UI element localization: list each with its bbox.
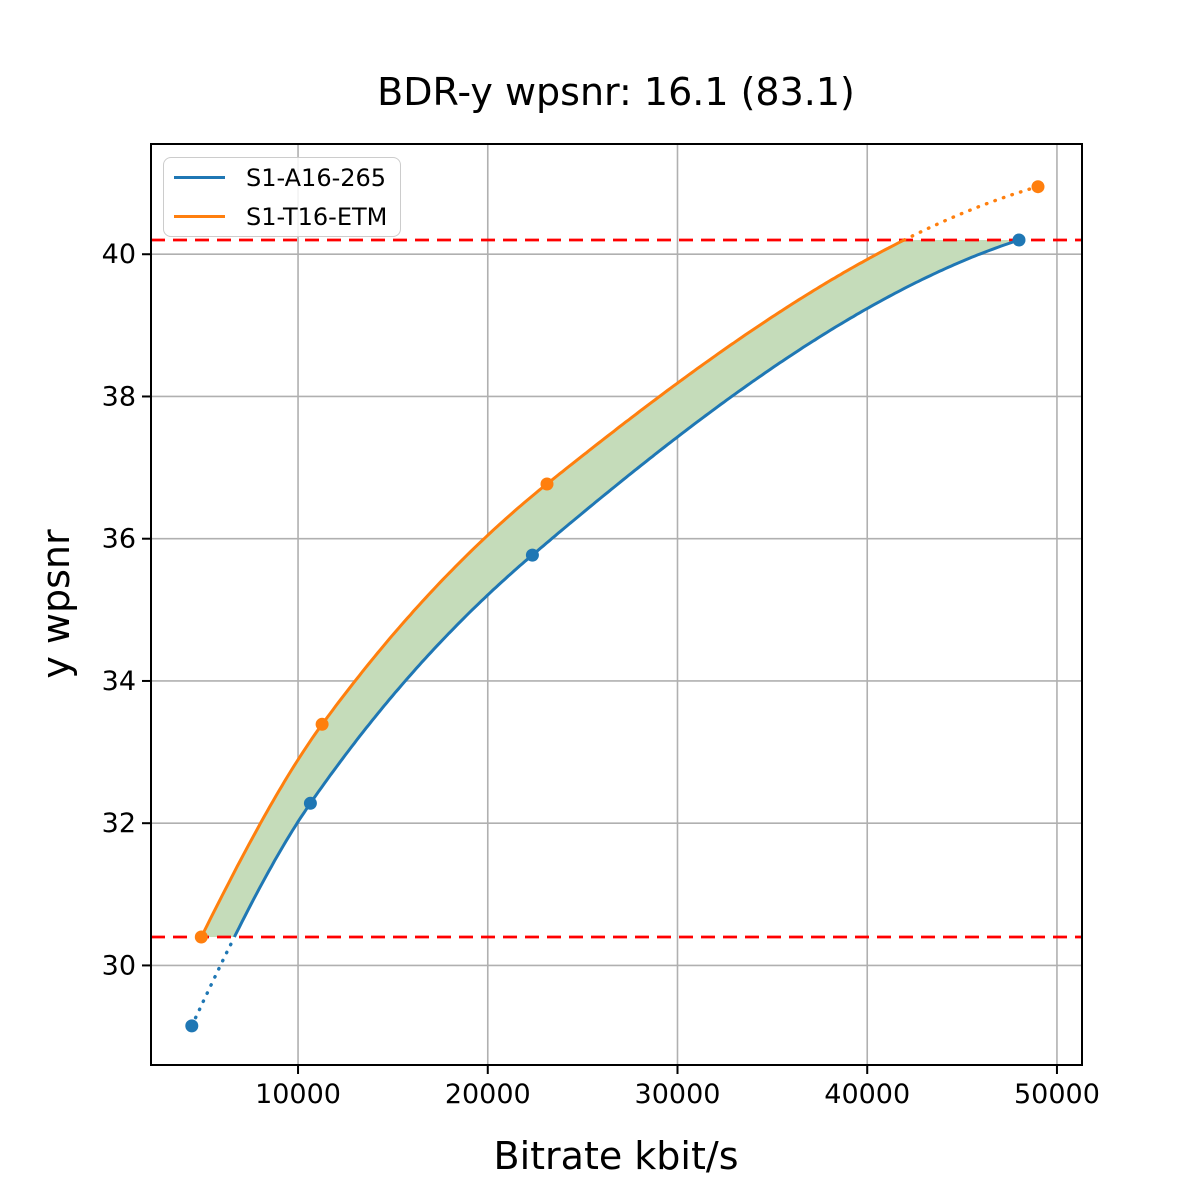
y-tick-label: 30 (102, 950, 136, 981)
legend-item: S1-A16-265 (174, 164, 400, 192)
series-curve-extrapolated (902, 185, 1040, 242)
legend-label: S1-T16-ETM (246, 202, 388, 231)
x-tick-label: 50000 (1014, 1079, 1100, 1110)
x-tick-label: 20000 (445, 1079, 531, 1110)
legend-line-swatch (174, 175, 225, 180)
y-tick-label: 40 (102, 239, 136, 270)
data-point-marker (194, 930, 208, 944)
data-point-marker (303, 796, 317, 810)
data-point-marker (185, 1019, 199, 1033)
data-point-marker (1031, 180, 1045, 194)
y-axis-label: y wpsnr (34, 529, 78, 679)
legend-line-swatch (174, 214, 225, 219)
data-point-marker (315, 717, 329, 731)
chart-title: BDR-y wpsnr: 16.1 (83.1) (377, 70, 855, 114)
y-tick-label: 38 (102, 381, 136, 412)
y-tick-label: 34 (102, 666, 136, 697)
legend-item: S1-T16-ETM (174, 203, 400, 231)
x-tick-label: 10000 (255, 1079, 341, 1110)
data-point-marker (525, 548, 539, 562)
series-curve-extrapolated (190, 935, 237, 1028)
series-curve (233, 238, 1020, 938)
x-tick-label: 40000 (824, 1079, 910, 1110)
data-point-marker (1012, 233, 1026, 247)
y-tick-label: 32 (102, 808, 136, 839)
legend: S1-A16-265 S1-T16-ETM (163, 157, 401, 237)
data-point-marker (540, 477, 554, 491)
plot-frame (150, 143, 1083, 1066)
y-tick-label: 36 (102, 524, 136, 555)
x-tick-label: 30000 (635, 1079, 721, 1110)
legend-label: S1-A16-265 (246, 163, 387, 192)
bd-shaded-region (201, 240, 1020, 937)
x-axis-label: Bitrate kbit/s (493, 1134, 739, 1178)
